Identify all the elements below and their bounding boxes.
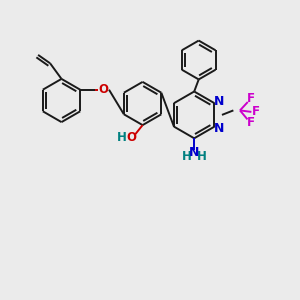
Text: H: H: [117, 130, 127, 144]
Text: N: N: [214, 122, 224, 135]
Text: O: O: [99, 83, 109, 96]
Text: F: F: [248, 92, 255, 106]
Text: F: F: [252, 105, 260, 119]
Text: O: O: [126, 130, 136, 144]
Text: N: N: [214, 95, 224, 108]
Text: H: H: [197, 150, 207, 164]
Text: H: H: [182, 150, 192, 164]
Text: F: F: [247, 116, 254, 130]
Text: N: N: [189, 146, 200, 159]
